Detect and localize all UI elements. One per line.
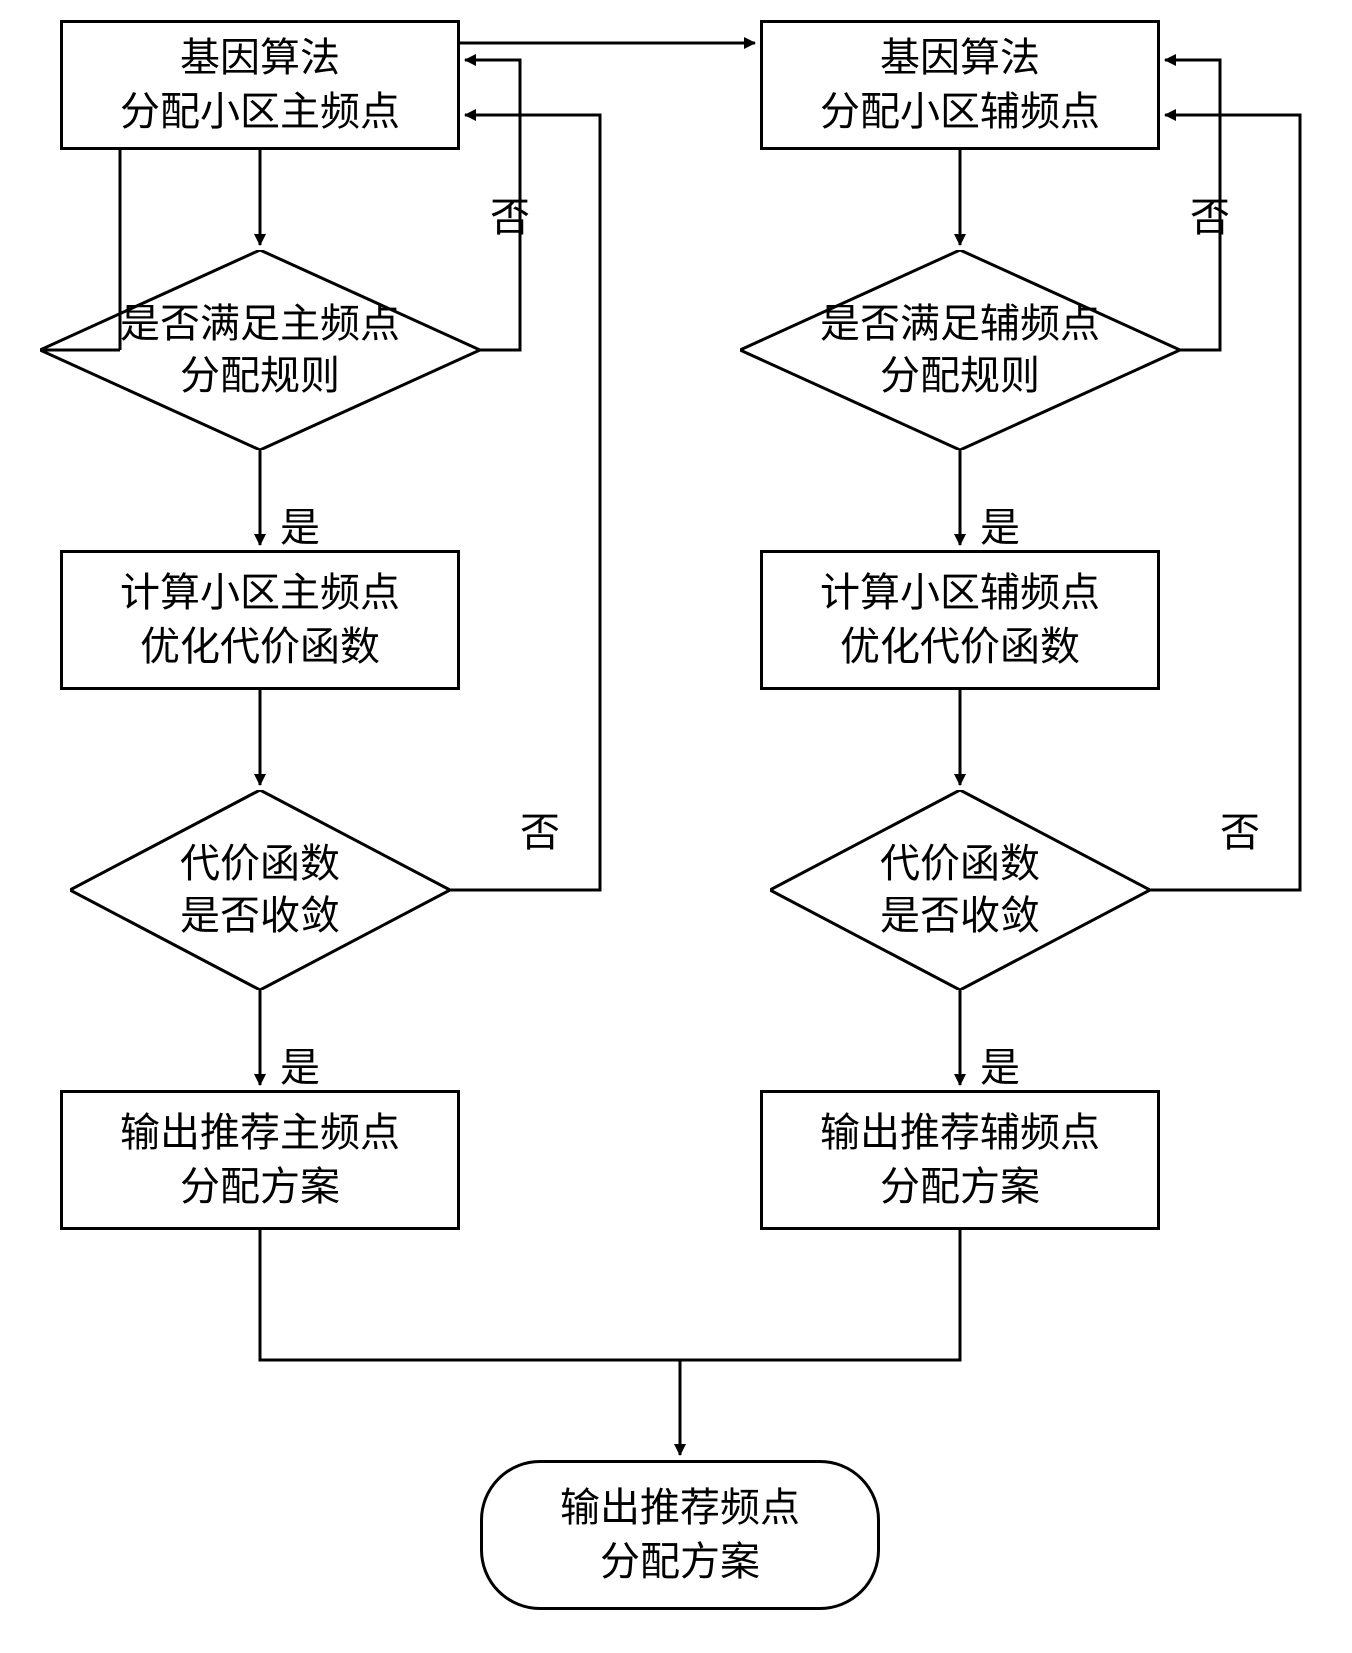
text: 代价函数: [880, 838, 1040, 890]
text: 分配方案: [880, 1160, 1040, 1214]
right-decision-rules: 是否满足辅频点 分配规则: [740, 250, 1180, 450]
text: 分配方案: [180, 1160, 340, 1214]
label-no: 否: [1190, 185, 1230, 243]
right-box-genetic: 基因算法 分配小区辅频点: [760, 20, 1160, 150]
left-box-genetic: 基因算法 分配小区主频点: [60, 20, 460, 150]
text: 计算小区主频点: [120, 566, 400, 620]
right-box-cost: 计算小区辅频点 优化代价函数: [760, 550, 1160, 690]
text: 是否收敛: [180, 890, 340, 942]
label-yes: 是: [280, 495, 320, 553]
text: 优化代价函数: [140, 620, 380, 674]
text: 是否满足主频点: [120, 298, 400, 350]
text: 分配规则: [880, 350, 1040, 402]
text: 代价函数: [180, 838, 340, 890]
text: 分配规则: [180, 350, 340, 402]
right-decision-converge: 代价函数 是否收敛: [770, 790, 1150, 990]
text: 是否收敛: [880, 890, 1040, 942]
text: 基因算法: [880, 31, 1040, 85]
right-box-output: 输出推荐辅频点 分配方案: [760, 1090, 1160, 1230]
label-yes: 是: [980, 495, 1020, 553]
text: 分配方案: [600, 1535, 760, 1589]
text: 输出推荐主频点: [120, 1106, 400, 1160]
text: 优化代价函数: [840, 620, 1080, 674]
text: 分配小区主频点: [120, 85, 400, 139]
text: 分配小区辅频点: [820, 85, 1100, 139]
text: 输出推荐辅频点: [820, 1106, 1100, 1160]
text: 计算小区辅频点: [820, 566, 1100, 620]
label-no: 否: [490, 185, 530, 243]
left-decision-rules: 是否满足主频点 分配规则: [40, 250, 480, 450]
label-no: 否: [520, 800, 560, 858]
text: 基因算法: [180, 31, 340, 85]
label-yes: 是: [280, 1035, 320, 1093]
final-output: 输出推荐频点 分配方案: [480, 1460, 880, 1610]
left-box-output: 输出推荐主频点 分配方案: [60, 1090, 460, 1230]
left-box-cost: 计算小区主频点 优化代价函数: [60, 550, 460, 690]
left-decision-converge: 代价函数 是否收敛: [70, 790, 450, 990]
label-no: 否: [1220, 800, 1260, 858]
label-yes: 是: [980, 1035, 1020, 1093]
text: 输出推荐频点: [560, 1481, 800, 1535]
text: 是否满足辅频点: [820, 298, 1100, 350]
